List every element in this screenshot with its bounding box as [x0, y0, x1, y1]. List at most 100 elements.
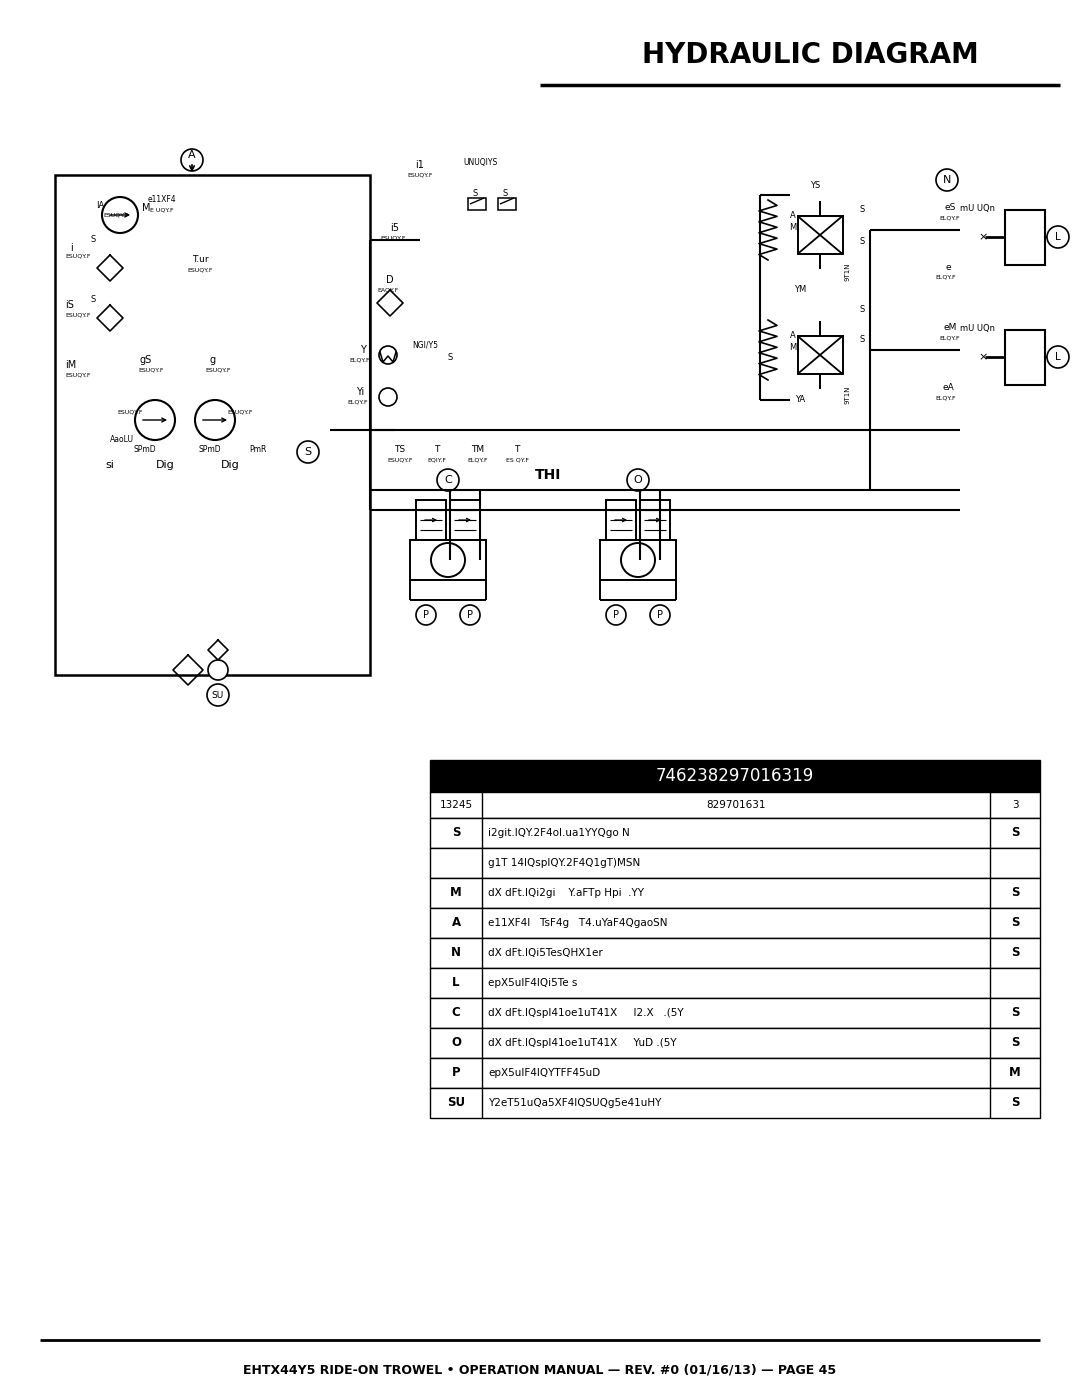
Text: C: C: [451, 1006, 460, 1020]
Text: SU: SU: [447, 1097, 465, 1109]
Bar: [430, 1058, 1040, 1088]
Bar: [498, 198, 516, 210]
Text: M: M: [1009, 1066, 1021, 1080]
Text: mU UQn: mU UQn: [960, 324, 996, 332]
Text: N: N: [943, 175, 951, 184]
Text: ×: ×: [978, 232, 988, 242]
Text: iM: iM: [65, 360, 77, 370]
Text: ESUQY.F: ESUQY.F: [205, 367, 230, 373]
Text: i2git.IQY.2F4ol.ua1YYQgo N: i2git.IQY.2F4ol.ua1YYQgo N: [488, 828, 630, 838]
Text: A: A: [791, 211, 796, 219]
Text: O: O: [634, 475, 643, 485]
Text: eA: eA: [942, 384, 954, 393]
Text: eM: eM: [943, 324, 957, 332]
Text: P: P: [423, 610, 429, 620]
Circle shape: [297, 441, 319, 462]
Text: S: S: [860, 335, 865, 345]
Bar: [1005, 330, 1045, 386]
Text: PmR: PmR: [249, 446, 267, 454]
Text: e11XF4I   TsF4g   T4.uYaF4QgaoSN: e11XF4I TsF4g T4.uYaF4QgaoSN: [488, 918, 667, 928]
Text: S: S: [1011, 827, 1020, 840]
Text: SPmD: SPmD: [199, 446, 221, 454]
Text: S: S: [860, 306, 865, 314]
Bar: [430, 1088, 1040, 1118]
Text: P: P: [467, 610, 473, 620]
Text: C: C: [444, 475, 451, 485]
Text: ESUQY.F: ESUQY.F: [65, 373, 91, 377]
Text: S: S: [91, 236, 96, 244]
Text: epX5uIF4IQi5Te s: epX5uIF4IQi5Te s: [488, 978, 578, 988]
Circle shape: [416, 605, 436, 624]
Bar: [430, 908, 1040, 937]
Text: Dig: Dig: [220, 460, 240, 469]
Text: S: S: [1011, 947, 1020, 960]
Text: ESUQY.F: ESUQY.F: [65, 253, 91, 258]
Circle shape: [437, 469, 459, 490]
Circle shape: [431, 543, 465, 577]
Text: P: P: [657, 610, 663, 620]
Circle shape: [650, 605, 670, 624]
Text: ESUQY.F: ESUQY.F: [380, 236, 406, 240]
Text: IA: IA: [96, 201, 105, 210]
Text: S: S: [91, 296, 96, 305]
Text: eS: eS: [944, 204, 956, 212]
Text: S: S: [860, 205, 865, 215]
Text: ESUQY.F: ESUQY.F: [103, 212, 129, 218]
Text: P: P: [613, 610, 619, 620]
Text: EHTX44Y5 RIDE-ON TROWEL • OPERATION MANUAL — REV. #0 (01/16/13) — PAGE 45: EHTX44Y5 RIDE-ON TROWEL • OPERATION MANU…: [243, 1363, 837, 1376]
Text: M: M: [450, 887, 462, 900]
Text: L: L: [453, 977, 460, 989]
Bar: [416, 500, 446, 541]
Text: T: T: [434, 446, 440, 454]
Text: S: S: [451, 827, 460, 840]
Text: e: e: [945, 263, 950, 271]
Circle shape: [936, 169, 958, 191]
Bar: [430, 1028, 1040, 1058]
Text: D: D: [387, 275, 394, 285]
Circle shape: [102, 197, 138, 233]
Text: dX dFt.IQi5TesQHX1er: dX dFt.IQi5TesQHX1er: [488, 949, 603, 958]
Bar: [606, 500, 636, 541]
Text: ELQY.F: ELQY.F: [940, 335, 960, 341]
Text: ELQY.F: ELQY.F: [935, 274, 956, 279]
Text: S: S: [305, 447, 311, 457]
Text: i5: i5: [391, 224, 400, 233]
Circle shape: [606, 605, 626, 624]
Text: 13245: 13245: [440, 800, 473, 810]
Text: YA: YA: [795, 395, 805, 405]
Bar: [430, 760, 1040, 792]
Text: S: S: [1011, 916, 1020, 929]
Text: N: N: [451, 947, 461, 960]
Bar: [640, 500, 670, 541]
Text: YS: YS: [810, 180, 820, 190]
Text: T.ur: T.ur: [191, 256, 208, 264]
Circle shape: [1047, 226, 1069, 249]
Text: dX dFt.IQspI41oe1uT41X     I2.X   .(5Y: dX dFt.IQspI41oe1uT41X I2.X .(5Y: [488, 1009, 684, 1018]
Text: T: T: [514, 446, 519, 454]
Bar: [430, 792, 1040, 819]
Text: YM: YM: [794, 285, 806, 295]
Text: Dig: Dig: [156, 460, 174, 469]
Text: g: g: [210, 355, 216, 365]
Text: ELQY.F: ELQY.F: [940, 215, 960, 221]
Text: iS: iS: [65, 300, 73, 310]
Text: ESUQY.F: ESUQY.F: [138, 367, 163, 373]
Text: ELQY.F: ELQY.F: [468, 457, 488, 462]
Text: M: M: [141, 203, 150, 212]
Text: ESUQY.F: ESUQY.F: [118, 409, 143, 415]
Text: S: S: [1011, 1006, 1020, 1020]
Text: S: S: [472, 189, 477, 197]
Bar: [410, 541, 486, 580]
Text: epX5uIF4IQYTFF45uD: epX5uIF4IQYTFF45uD: [488, 1067, 600, 1078]
Text: AaoLU: AaoLU: [110, 436, 134, 444]
Text: ESUQY.F: ESUQY.F: [407, 172, 433, 177]
Text: 829701631: 829701631: [706, 800, 766, 810]
Circle shape: [379, 346, 397, 365]
Text: A: A: [791, 331, 796, 339]
Text: L: L: [1055, 232, 1061, 242]
Text: S: S: [502, 189, 508, 197]
Text: E UQY.F: E UQY.F: [150, 208, 174, 212]
Text: ES QY.F: ES QY.F: [505, 457, 528, 462]
Text: ELQY.F: ELQY.F: [348, 400, 368, 405]
Text: A: A: [451, 916, 460, 929]
